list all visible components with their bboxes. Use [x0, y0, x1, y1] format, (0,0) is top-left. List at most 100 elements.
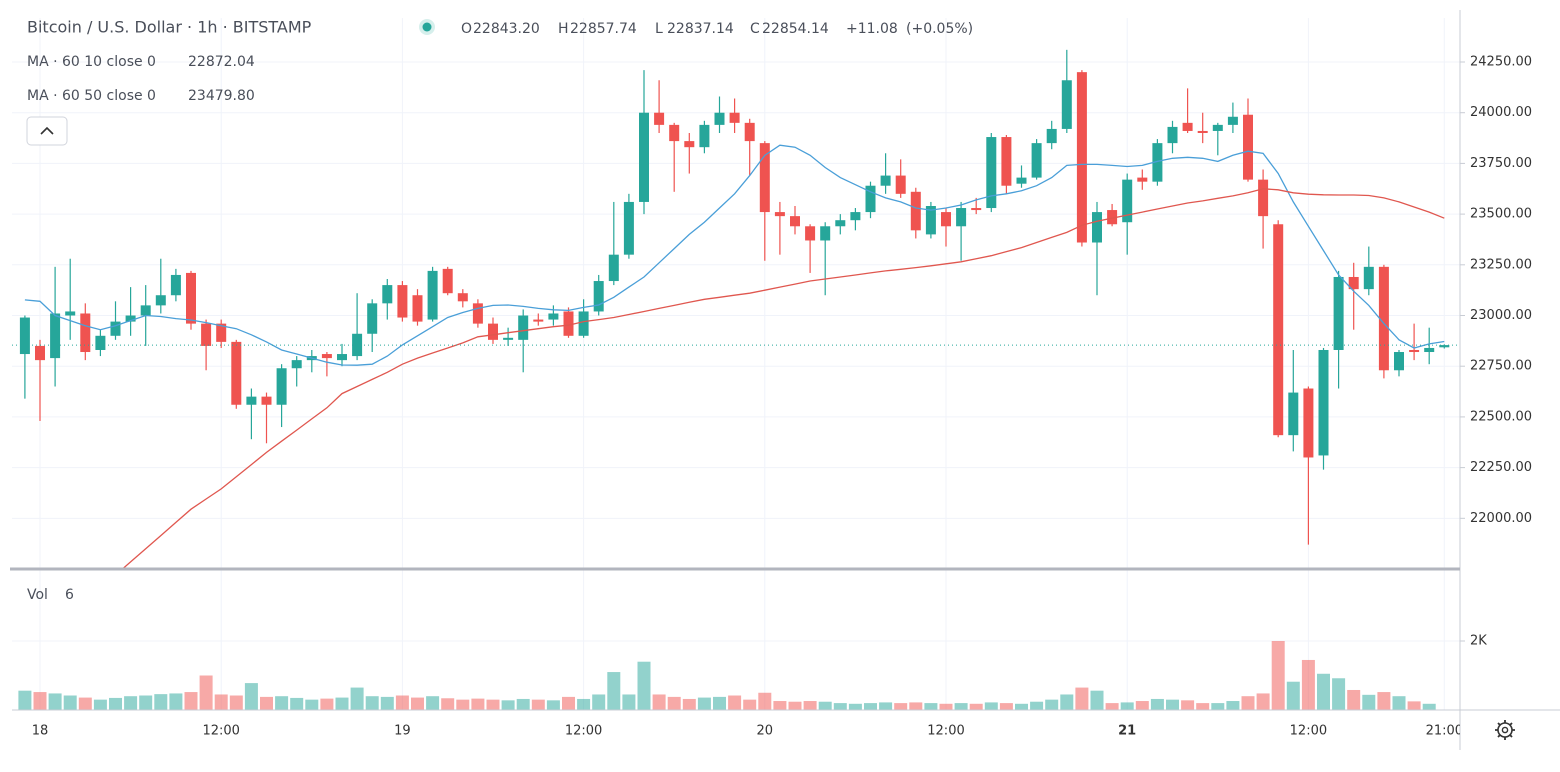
volume-bar — [577, 699, 590, 710]
candle-body — [186, 273, 196, 324]
x-tick-label: 20 — [757, 724, 774, 739]
x-tick-label: 21:00 — [1426, 724, 1463, 739]
candle-body — [624, 202, 634, 255]
candle-body — [699, 125, 709, 147]
volume-bar — [773, 701, 786, 710]
candle-body — [911, 192, 921, 231]
candle-body — [1032, 143, 1042, 177]
volume-bar — [320, 699, 333, 710]
candle-body — [503, 338, 513, 340]
candle-body — [790, 216, 800, 226]
candle-body — [1183, 123, 1193, 131]
ohlc-key: H — [558, 21, 569, 37]
candle-body — [518, 316, 528, 340]
volume-bar — [94, 700, 107, 710]
volume-bar — [1347, 690, 1360, 710]
candle-body — [1288, 393, 1298, 436]
candle-body — [730, 113, 740, 123]
candle-body — [443, 269, 453, 293]
volume-bar — [1377, 692, 1390, 710]
volume-bar — [154, 694, 167, 710]
candle-body — [262, 397, 272, 405]
candle-body — [80, 313, 90, 352]
volume-bar — [260, 697, 273, 710]
candle-body — [1213, 125, 1223, 131]
x-tick-label: 19 — [394, 724, 411, 739]
volume-bar — [622, 694, 635, 710]
ohlc-key: O — [461, 21, 472, 37]
ohlc-value: 22843.20 — [473, 21, 540, 37]
candle-body — [413, 295, 423, 321]
x-tick-label: 12:00 — [1290, 724, 1327, 739]
candle-body — [1047, 129, 1057, 143]
volume-bar — [592, 694, 605, 710]
candle-body — [488, 324, 498, 340]
y-tick-label: 23750.00 — [1470, 156, 1532, 171]
status-dot — [423, 23, 432, 32]
candle-body — [1364, 267, 1374, 289]
volume-bar — [1317, 674, 1330, 710]
volume-bar — [34, 692, 47, 710]
y-tick-label: 22250.00 — [1470, 460, 1532, 475]
volume-bar — [1242, 696, 1255, 710]
y-tick-label: 2K — [1470, 634, 1487, 649]
candle-body — [548, 313, 558, 319]
volume-bar — [985, 702, 998, 710]
candle-body — [367, 303, 377, 333]
ohlc-value: 22837.14 — [667, 21, 734, 37]
volume-bar — [698, 698, 711, 710]
volume-bar — [1393, 696, 1406, 710]
volume-bar — [924, 703, 937, 710]
y-tick-label: 23000.00 — [1470, 308, 1532, 323]
candle-body — [1319, 350, 1329, 455]
candle-body — [50, 313, 60, 358]
volume-bar — [109, 698, 122, 710]
volume-bar — [351, 688, 364, 710]
volume-bar — [169, 693, 182, 710]
volume-bar — [426, 696, 439, 710]
volume-bar — [713, 697, 726, 710]
ohlc-value: 22857.74 — [570, 21, 637, 37]
candle-body — [820, 226, 830, 240]
collapse-button[interactable] — [27, 117, 67, 145]
candle-body — [1258, 180, 1268, 217]
candle-body — [1001, 137, 1011, 186]
volume-bar — [1211, 703, 1224, 710]
volume-bar — [200, 676, 213, 711]
volume-bar — [1332, 678, 1345, 710]
volume-bar — [532, 700, 545, 710]
volume-bar — [758, 693, 771, 710]
candle-body — [1168, 127, 1178, 143]
candle-body — [564, 311, 574, 335]
volume-bar — [124, 696, 137, 710]
volume-bar — [894, 703, 907, 710]
volume-bar — [1106, 703, 1119, 710]
x-tick-label: 12:00 — [927, 724, 964, 739]
volume-bar — [1272, 641, 1285, 710]
candle-body — [428, 271, 438, 320]
volume-bar — [517, 699, 530, 710]
candle-body — [835, 220, 845, 226]
candle-body — [745, 123, 755, 141]
legend-name: MA · 60 50 close 0 — [27, 88, 156, 104]
volume-bar — [64, 696, 77, 710]
candle-body — [775, 212, 785, 216]
candle-body — [20, 318, 30, 355]
candle-body — [1092, 212, 1102, 242]
candle-body — [458, 293, 468, 301]
y-tick-label: 24000.00 — [1470, 105, 1532, 120]
volume-bar — [230, 696, 243, 710]
candle-body — [896, 176, 906, 194]
volume-bar — [1408, 701, 1421, 710]
legend-name: MA · 60 10 close 0 — [27, 54, 156, 70]
candle-body — [1303, 389, 1313, 458]
candle-body — [1409, 350, 1419, 352]
legend-value: 23479.80 — [188, 88, 255, 104]
volume-bar — [728, 696, 741, 710]
volume-bar — [336, 698, 349, 710]
x-tick-label: 21 — [1118, 724, 1136, 739]
volume-bar — [743, 700, 756, 710]
legend-value: 22872.04 — [188, 54, 255, 70]
candle-body — [941, 212, 951, 226]
